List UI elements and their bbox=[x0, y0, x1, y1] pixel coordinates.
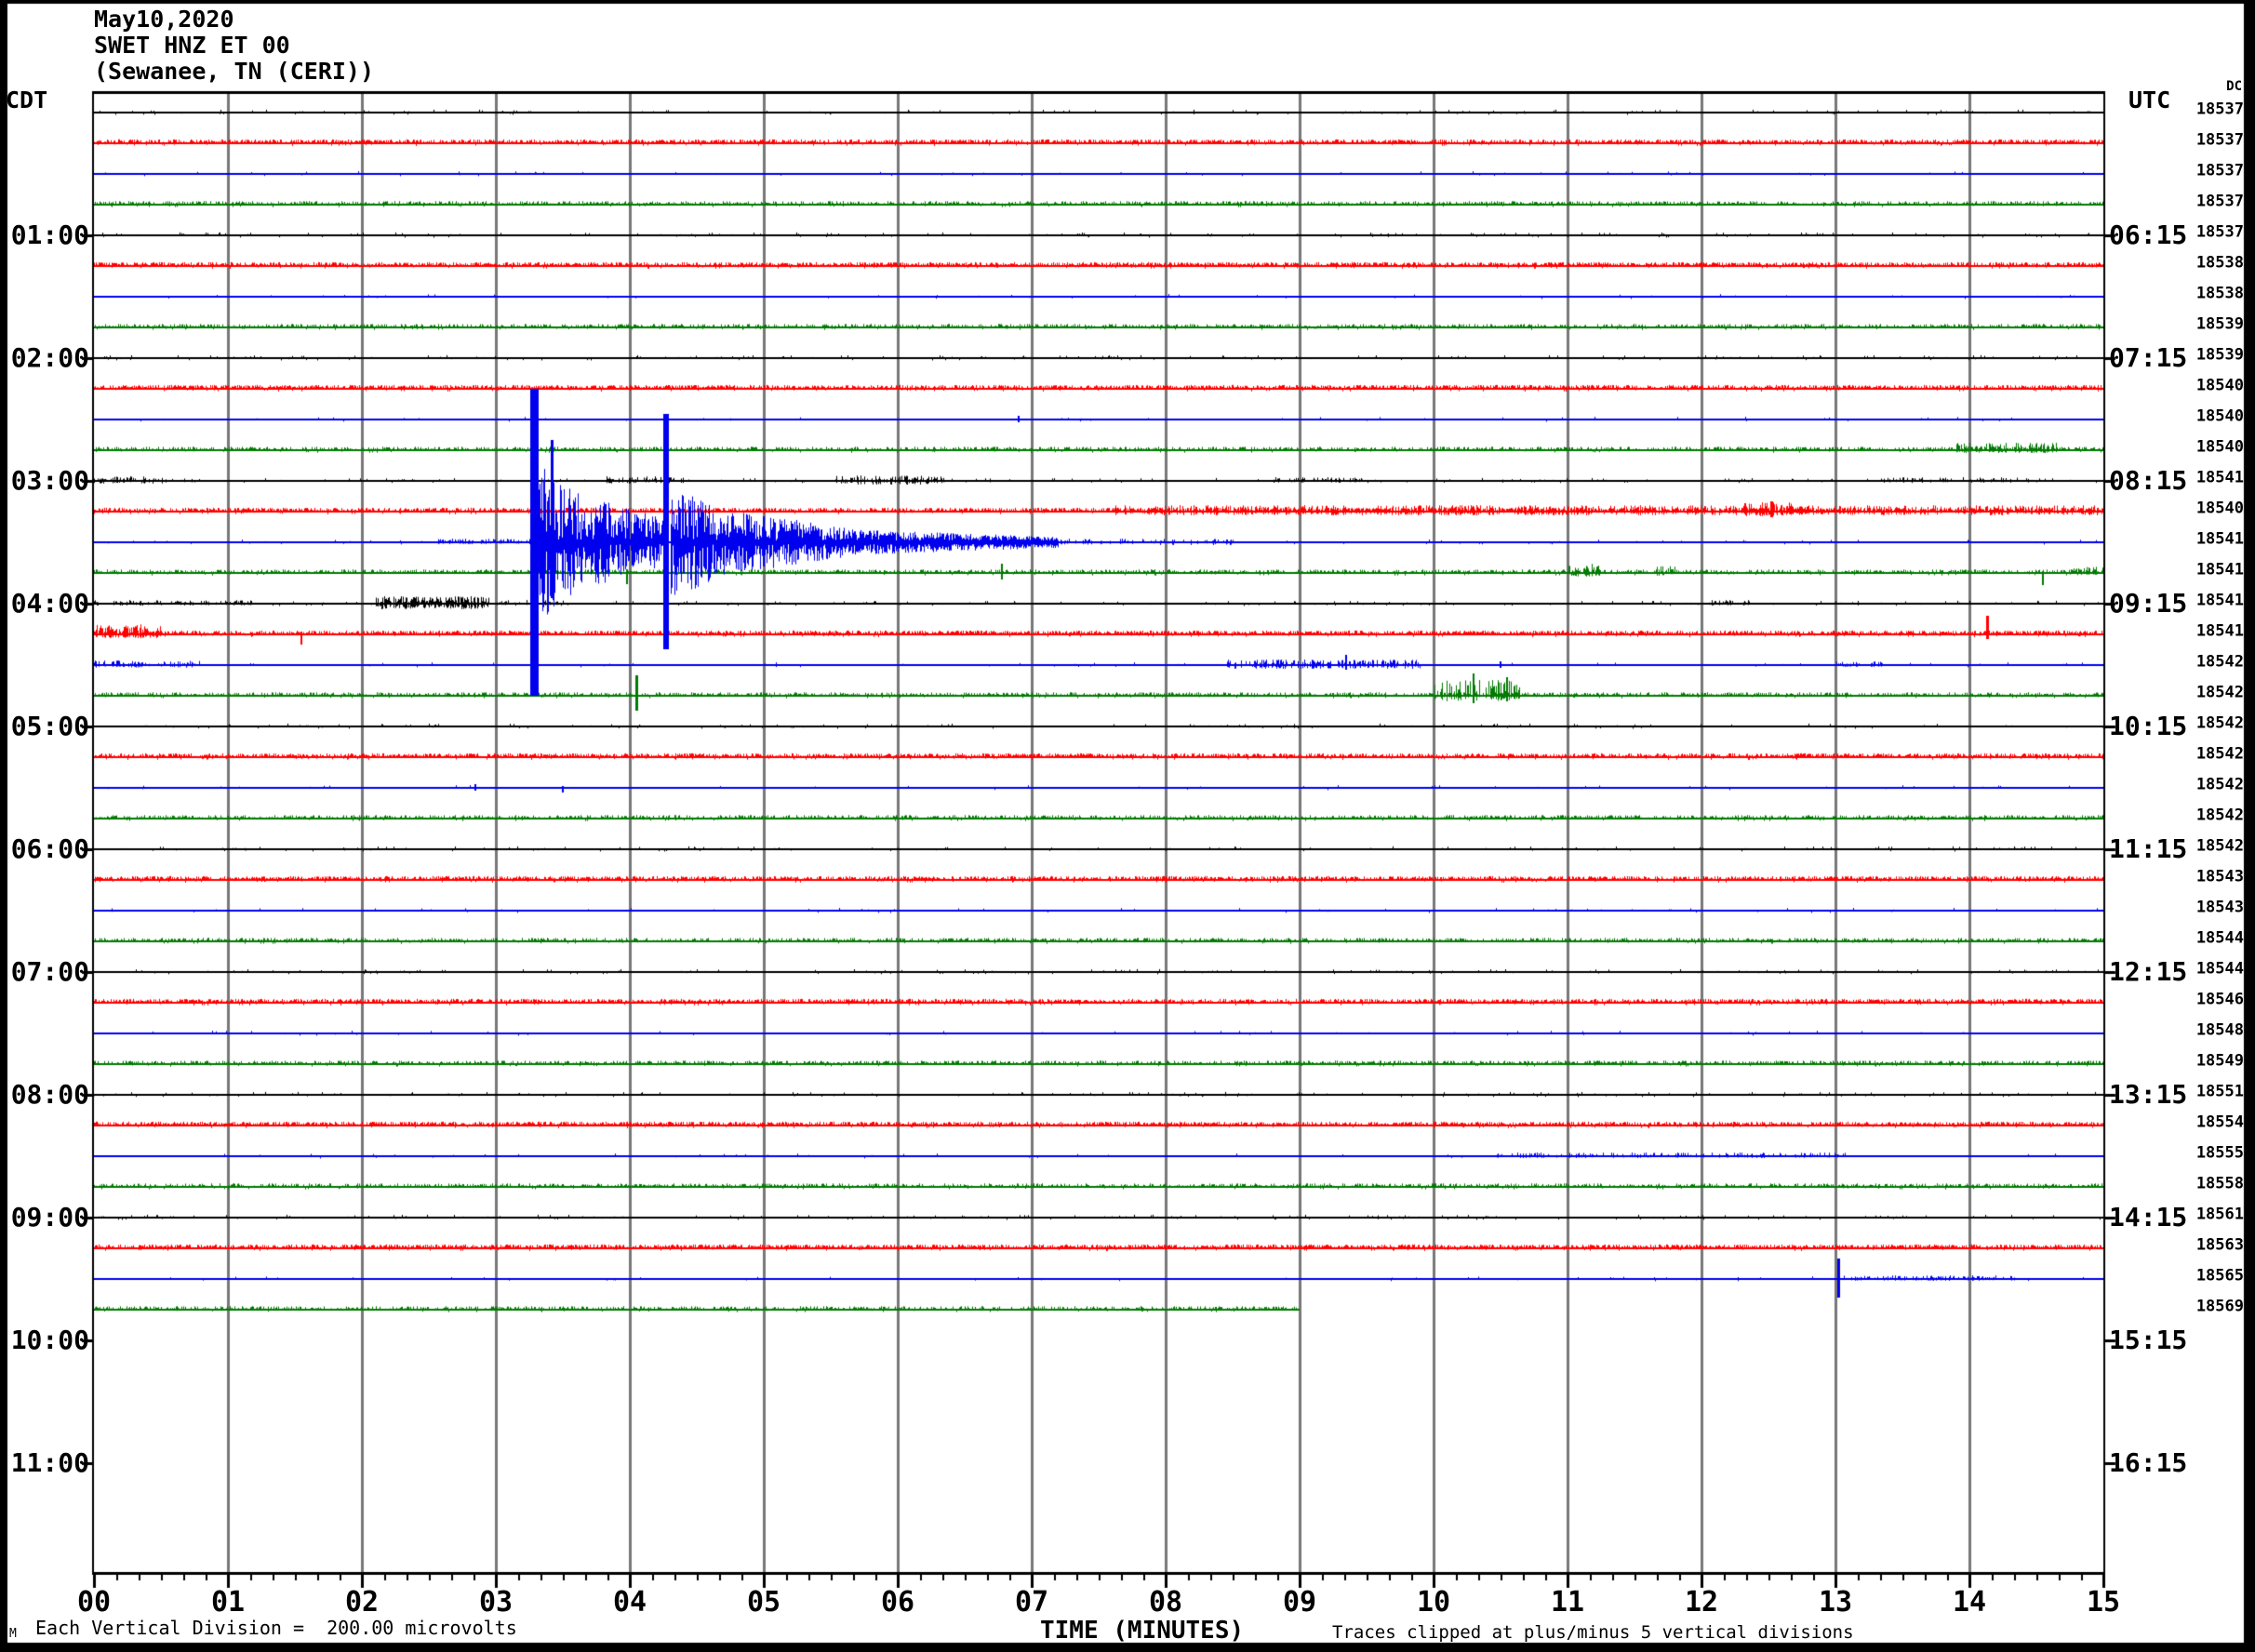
x-tick-label: 15 bbox=[2086, 1586, 2121, 1619]
dc-value: 18558 bbox=[2195, 1174, 2244, 1193]
cdt-hour-label: 10:00 bbox=[10, 1325, 89, 1355]
dc-value: 18543 bbox=[2195, 867, 2244, 886]
title-date: May10,2020 bbox=[94, 6, 234, 33]
cdt-hour-label: 07:00 bbox=[10, 956, 89, 987]
x-tick-label: 12 bbox=[1684, 1586, 1719, 1619]
utc-hour-label: 15:15 bbox=[2109, 1325, 2188, 1355]
dc-value: 18541 bbox=[2195, 468, 2244, 487]
dc-value: 18542 bbox=[2195, 836, 2244, 856]
utc-hour-label: 08:15 bbox=[2109, 465, 2188, 496]
dc-value: 18542 bbox=[2195, 652, 2244, 672]
cdt-hour-label: 08:00 bbox=[10, 1079, 89, 1110]
cdt-hour-label: 11:00 bbox=[10, 1447, 89, 1478]
dc-value: 18540 bbox=[2195, 499, 2244, 518]
dc-value: 18565 bbox=[2195, 1266, 2244, 1286]
x-tick-label: 03 bbox=[478, 1586, 514, 1619]
x-tick-label: 11 bbox=[1550, 1586, 1585, 1619]
x-tick-label: 10 bbox=[1416, 1586, 1451, 1619]
clip-footnote: Traces clipped at plus/minus 5 vertical … bbox=[1332, 1622, 1854, 1643]
utc-hour-label: 16:15 bbox=[2109, 1447, 2188, 1478]
dc-value: 18546 bbox=[2195, 990, 2244, 1009]
title-station: SWET HNZ ET 00 bbox=[94, 32, 290, 59]
dc-value: 18540 bbox=[2195, 376, 2244, 395]
dc-value: 18561 bbox=[2195, 1205, 2244, 1224]
dc-value: 18539 bbox=[2195, 345, 2244, 365]
corner-mark: M bbox=[9, 1627, 17, 1641]
x-tick-label: 06 bbox=[880, 1586, 915, 1619]
utc-hour-label: 07:15 bbox=[2109, 342, 2188, 373]
dc-value: 18541 bbox=[2195, 621, 2244, 641]
cdt-hour-label: 09:00 bbox=[10, 1202, 89, 1232]
x-tick-label: 01 bbox=[210, 1586, 246, 1619]
utc-hour-label: 12:15 bbox=[2109, 956, 2188, 987]
dc-value: 18569 bbox=[2195, 1297, 2244, 1316]
dc-value: 18540 bbox=[2195, 406, 2244, 426]
dc-value: 18563 bbox=[2195, 1235, 2244, 1255]
x-tick-label: 07 bbox=[1014, 1586, 1049, 1619]
cdt-hour-label: 06:00 bbox=[10, 833, 89, 864]
dc-value: 18551 bbox=[2195, 1082, 2244, 1101]
dc-value: 18549 bbox=[2195, 1051, 2244, 1071]
x-tick-label: 05 bbox=[746, 1586, 781, 1619]
cdt-hour-label: 01:00 bbox=[10, 220, 89, 250]
x-tick-label: 02 bbox=[344, 1586, 380, 1619]
utc-axis-label: UTC bbox=[2128, 87, 2171, 113]
x-tick-label: 08 bbox=[1148, 1586, 1183, 1619]
dc-value: 18544 bbox=[2195, 959, 2244, 979]
cdt-axis-label: CDT bbox=[6, 87, 48, 113]
x-tick-label: 00 bbox=[76, 1586, 112, 1619]
dc-column-label: DC bbox=[2226, 79, 2242, 94]
x-tick-label: 04 bbox=[612, 1586, 647, 1619]
dc-value: 18542 bbox=[2195, 744, 2244, 764]
dc-value: 18540 bbox=[2195, 437, 2244, 457]
cdt-hour-label: 05:00 bbox=[10, 711, 89, 741]
x-tick-label: 14 bbox=[1952, 1586, 1987, 1619]
dc-value: 18542 bbox=[2195, 683, 2244, 702]
dc-value: 18538 bbox=[2195, 284, 2244, 303]
x-tick-label: 09 bbox=[1282, 1586, 1317, 1619]
title-location: (Sewanee, TN (CERI)) bbox=[94, 58, 375, 85]
dc-value: 18537 bbox=[2195, 100, 2244, 119]
dc-value: 18537 bbox=[2195, 130, 2244, 150]
utc-hour-label: 09:15 bbox=[2109, 588, 2188, 619]
utc-hour-label: 10:15 bbox=[2109, 711, 2188, 741]
scale-footnote: Each Vertical Division = 200.00 microvol… bbox=[35, 1617, 517, 1639]
cdt-hour-label: 03:00 bbox=[10, 465, 89, 496]
dc-value: 18542 bbox=[2195, 775, 2244, 794]
dc-value: 18542 bbox=[2195, 806, 2244, 825]
dc-value: 18541 bbox=[2195, 529, 2244, 549]
dc-value: 18555 bbox=[2195, 1143, 2244, 1163]
dc-value: 18537 bbox=[2195, 192, 2244, 211]
cdt-hour-label: 04:00 bbox=[10, 588, 89, 619]
dc-value: 18538 bbox=[2195, 253, 2244, 273]
dc-value: 18543 bbox=[2195, 898, 2244, 917]
dc-value: 18554 bbox=[2195, 1112, 2244, 1132]
dc-value: 18539 bbox=[2195, 314, 2244, 334]
dc-value: 18548 bbox=[2195, 1020, 2244, 1040]
dc-value: 18537 bbox=[2195, 161, 2244, 180]
utc-hour-label: 13:15 bbox=[2109, 1079, 2188, 1110]
utc-hour-label: 14:15 bbox=[2109, 1202, 2188, 1232]
utc-hour-label: 11:15 bbox=[2109, 833, 2188, 864]
x-tick-label: 13 bbox=[1818, 1586, 1853, 1619]
x-axis-title: TIME (MINUTES) bbox=[1040, 1617, 1245, 1645]
dc-value: 18537 bbox=[2195, 222, 2244, 242]
dc-value: 18542 bbox=[2195, 713, 2244, 733]
utc-hour-label: 06:15 bbox=[2109, 220, 2188, 250]
cdt-hour-label: 02:00 bbox=[10, 342, 89, 373]
dc-value: 18541 bbox=[2195, 560, 2244, 580]
dc-value: 18541 bbox=[2195, 591, 2244, 610]
dc-value: 18544 bbox=[2195, 928, 2244, 948]
